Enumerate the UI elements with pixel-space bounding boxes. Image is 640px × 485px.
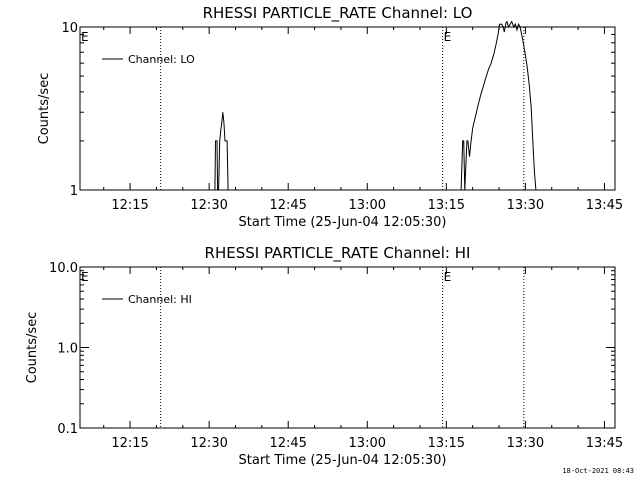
- x-tick-label: 13:30: [507, 198, 544, 213]
- x-tick-label: 12:15: [111, 436, 148, 451]
- x-tick-label: 13:00: [349, 198, 386, 213]
- y-axis-label: Counts/sec: [37, 73, 52, 145]
- chart-title: RHESSI PARTICLE_RATE Channel: LO: [203, 4, 473, 23]
- x-tick-label: 13:15: [428, 198, 465, 213]
- x-tick-label: 12:30: [190, 198, 227, 213]
- event-marker-label: E: [81, 30, 89, 44]
- y-tick-label: 1.0: [57, 342, 78, 357]
- plot-frame: [79, 26, 616, 191]
- series-line: [460, 20, 537, 191]
- x-tick-label: 13:15: [428, 436, 465, 451]
- x-axis-label: Start Time (25-Jun-04 12:05:30): [239, 453, 447, 468]
- legend-label: Channel: LO: [128, 53, 195, 66]
- x-tick-label: 13:45: [586, 198, 623, 213]
- legend-label: Channel: HI: [128, 293, 192, 306]
- y-tick-label: 0.1: [57, 422, 78, 437]
- lo-channel-panel: RHESSI PARTICLE_RATE Channel: LO 12:15 12:…: [37, 4, 623, 230]
- x-tick-label: 12:30: [190, 436, 227, 451]
- x-tick-label: 13:00: [349, 436, 386, 451]
- footer-timestamp: 18-Oct-2021 08:43: [562, 467, 634, 475]
- x-tick-label: 12:15: [111, 198, 148, 213]
- x-axis-label: Start Time (25-Jun-04 12:05:30): [239, 215, 447, 230]
- x-tick-label: 12:45: [269, 436, 306, 451]
- event-marker-label: E: [81, 270, 89, 284]
- x-tick-label: 12:45: [269, 198, 306, 213]
- hi-channel-panel: RHESSI PARTICLE_RATE Channel: HI 12:15 12:…: [25, 244, 623, 468]
- event-marker-label: E: [444, 270, 452, 284]
- event-marker-label: E: [444, 30, 452, 44]
- chart-title: RHESSI PARTICLE_RATE Channel: HI: [205, 244, 471, 263]
- y-tick-label: 1: [70, 184, 78, 199]
- x-tick-label: 13:45: [586, 436, 623, 451]
- y-tick-label: 10.0: [49, 261, 78, 276]
- y-tick-label: 10: [61, 21, 78, 36]
- x-tick-label: 13:30: [507, 436, 544, 451]
- series-line: [214, 112, 230, 191]
- y-axis-label: Counts/sec: [25, 312, 40, 384]
